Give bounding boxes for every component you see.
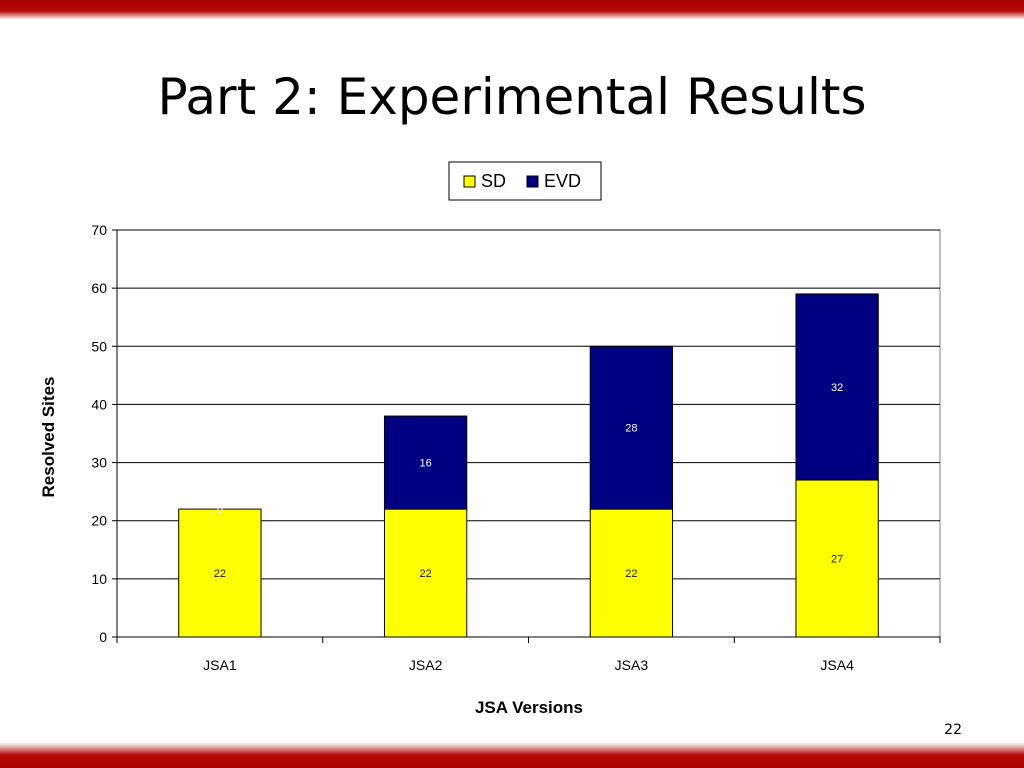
legend-label-sd: SD (481, 171, 506, 191)
x-tick-label: JSA1 (203, 657, 237, 673)
x-axis-title: JSA Versions (475, 698, 583, 717)
y-tick-label: 20 (91, 513, 107, 529)
top-decorative-band (0, 0, 1024, 20)
y-tick-label: 40 (91, 396, 107, 412)
y-tick-label: 60 (91, 280, 107, 296)
bar-evd (589, 345, 674, 510)
data-label-sd: 22 (625, 568, 637, 580)
data-label-sd: 27 (831, 554, 843, 566)
bar-sd (178, 508, 262, 638)
bar-evd (383, 415, 468, 510)
y-tick-label: 70 (91, 222, 107, 238)
data-label-evd: 32 (831, 382, 843, 394)
chart-axes: 0 10 20 30 40 50 60 70 JSA1 JSA2 JSA3 JSA4 (91, 222, 941, 673)
data-label-evd: 16 (420, 458, 432, 470)
data-label-sd: 22 (214, 568, 226, 580)
y-tick-label: 30 (91, 455, 107, 471)
chart-bars: 22 0 22 16 22 28 27 32 (178, 293, 879, 638)
x-tick-label: JSA4 (820, 657, 854, 673)
y-tick-label: 10 (91, 571, 107, 587)
bar-sd (383, 508, 468, 638)
bottom-decorative-band (0, 742, 1024, 768)
page-number: 22 (944, 722, 962, 738)
data-label-evd: 28 (625, 423, 637, 435)
bar-sd (589, 508, 674, 638)
bar-sd (795, 479, 879, 638)
bar-evd (795, 293, 879, 481)
x-tick-label: JSA3 (615, 657, 649, 673)
legend-label-evd: EVD (544, 171, 581, 191)
data-label-evd: 0 (217, 504, 223, 516)
data-label-sd: 22 (420, 568, 432, 580)
legend-swatch-sd (463, 175, 476, 188)
y-tick-label: 50 (91, 338, 107, 354)
y-tick-label: 0 (99, 629, 107, 645)
y-axis-title: Resolved Sites (39, 377, 58, 498)
legend-swatch-evd (526, 175, 539, 188)
slide-title: Part 2: Experimental Results (157, 68, 867, 126)
x-tick-label: JSA2 (409, 657, 443, 673)
chart-legend: SD EVD (448, 161, 602, 201)
